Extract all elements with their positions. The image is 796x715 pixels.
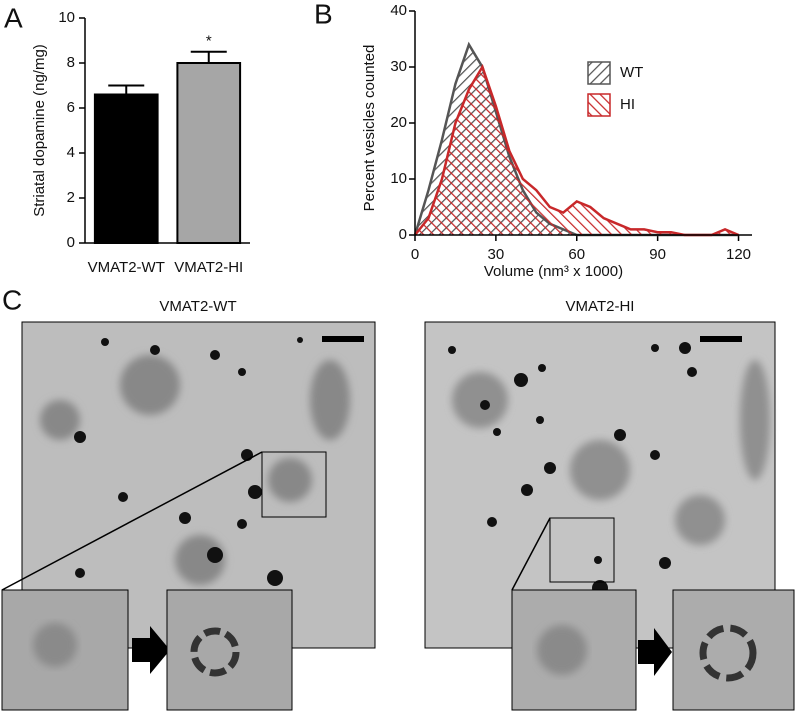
y-tick-label: 10 [390, 170, 407, 187]
micrograph-hi [424, 321, 795, 711]
panel-label: A [4, 2, 23, 33]
y-tick-label: 40 [390, 2, 407, 19]
legend-swatch [587, 61, 611, 85]
x-tick-label: 60 [568, 246, 585, 263]
y-tick-label: 20 [390, 114, 407, 131]
x-tick-label: VMAT2-WT [88, 259, 165, 276]
y-tick-label: 0 [399, 226, 407, 243]
x-tick-label: 120 [726, 246, 751, 263]
panel-label: C [2, 284, 22, 315]
y-tick-label: 4 [67, 144, 75, 161]
micrograph-title: VMAT2-WT [159, 298, 236, 315]
y-tick-label: 2 [67, 189, 75, 206]
x-tick-label: 0 [411, 246, 419, 263]
micrograph-wt [1, 321, 376, 711]
x-axis-label: Volume (nm³ x 1000) [484, 263, 623, 280]
y-tick-label: 6 [67, 99, 75, 116]
x-tick-label: 30 [488, 246, 505, 263]
y-tick-label: 8 [67, 54, 75, 71]
y-tick-label: 0 [67, 234, 75, 251]
x-tick-label: 90 [649, 246, 666, 263]
legend-label: HI [620, 96, 635, 113]
bar [176, 62, 242, 244]
y-tick-label: 30 [390, 58, 407, 75]
legend-label: WT [620, 64, 643, 81]
y-axis-label: Striatal dopamine (ng/mg) [31, 44, 48, 217]
bar [93, 93, 159, 244]
micrograph-title: VMAT2-HI [566, 298, 635, 315]
y-tick-label: 10 [58, 9, 75, 26]
panel-label: B [314, 0, 333, 29]
legend-swatch [587, 93, 611, 117]
y-axis-label: Percent vesicles counted [361, 45, 378, 212]
annotation: * [206, 33, 212, 50]
x-tick-label: VMAT2-HI [174, 259, 243, 276]
